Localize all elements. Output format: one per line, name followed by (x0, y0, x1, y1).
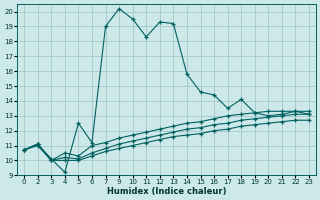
X-axis label: Humidex (Indice chaleur): Humidex (Indice chaleur) (107, 187, 226, 196)
